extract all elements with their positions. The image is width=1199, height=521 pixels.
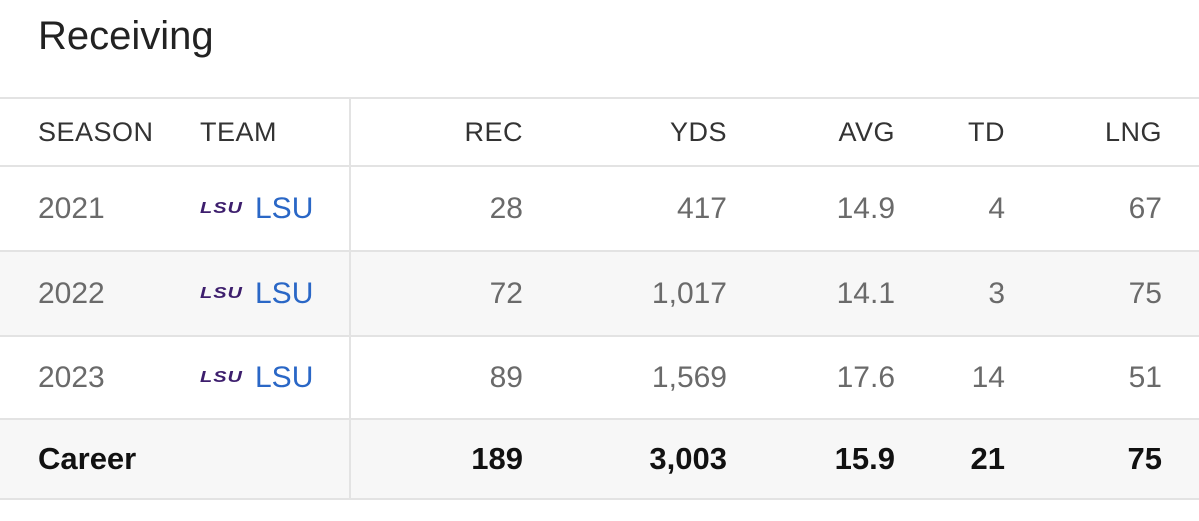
career-stat: 3,003 <box>649 441 727 476</box>
stat-cell: 3 <box>988 276 1005 310</box>
team-cell: LSU LSU <box>200 167 345 250</box>
column-header: AVG <box>838 116 895 147</box>
team-link[interactable]: LSU <box>255 360 314 394</box>
stat-cell: 28 <box>489 191 523 225</box>
stat-cell: 17.6 <box>836 360 895 394</box>
stat-cell: 4 <box>988 191 1005 225</box>
stat-cell: 2023 <box>38 360 105 394</box>
column-header: YDS <box>669 116 727 147</box>
section-title: Receiving <box>38 14 214 58</box>
stat-cell: 75 <box>1128 276 1162 310</box>
column-header: TEAM <box>200 116 278 147</box>
column-header: TD <box>968 116 1005 147</box>
team-logo: LSU <box>200 368 243 386</box>
stat-cell: 1,569 <box>651 360 727 394</box>
column-header: SEASON <box>38 116 154 147</box>
stat-cell: 417 <box>676 191 727 225</box>
team-logo: LSU <box>200 284 243 302</box>
column-header: LNG <box>1104 116 1162 147</box>
stat-cell: 1,017 <box>651 276 727 310</box>
stat-cell: 14.1 <box>836 276 895 310</box>
stat-cell: 14.9 <box>836 191 895 225</box>
career-row: Career 189 3,003 15.9 21 75 <box>0 418 1199 500</box>
header-row: SEASON TEAM REC YDS AVG TD LNG <box>0 97 1199 165</box>
career-stat: 75 <box>1127 441 1162 476</box>
team-cell: LSU LSU <box>200 252 345 335</box>
team-link[interactable]: LSU <box>255 276 314 310</box>
column-header: REC <box>464 116 523 147</box>
career-stat: 189 <box>471 441 523 476</box>
stat-cell: 67 <box>1128 191 1162 225</box>
stat-cell: 72 <box>489 276 523 310</box>
team-logo: LSU <box>200 199 243 217</box>
data-row: 2021 LSU LSU 28 417 14.9 4 67 <box>0 165 1199 250</box>
data-row: 2022 LSU LSU 72 1,017 14.1 3 75 <box>0 250 1199 335</box>
career-label: Career <box>38 441 137 476</box>
team-link[interactable]: LSU <box>255 191 314 225</box>
career-stat: 15.9 <box>834 441 895 476</box>
stat-cell: 2021 <box>38 191 105 225</box>
stat-cell: 89 <box>489 360 523 394</box>
column-divider <box>349 97 351 500</box>
stat-cell: 2022 <box>38 276 105 310</box>
stat-cell: 51 <box>1128 360 1162 394</box>
stat-cell: 14 <box>971 360 1005 394</box>
career-stat: 21 <box>970 441 1005 476</box>
team-cell: LSU LSU <box>200 337 345 418</box>
data-row: 2023 LSU LSU 89 1,569 17.6 14 51 <box>0 335 1199 418</box>
